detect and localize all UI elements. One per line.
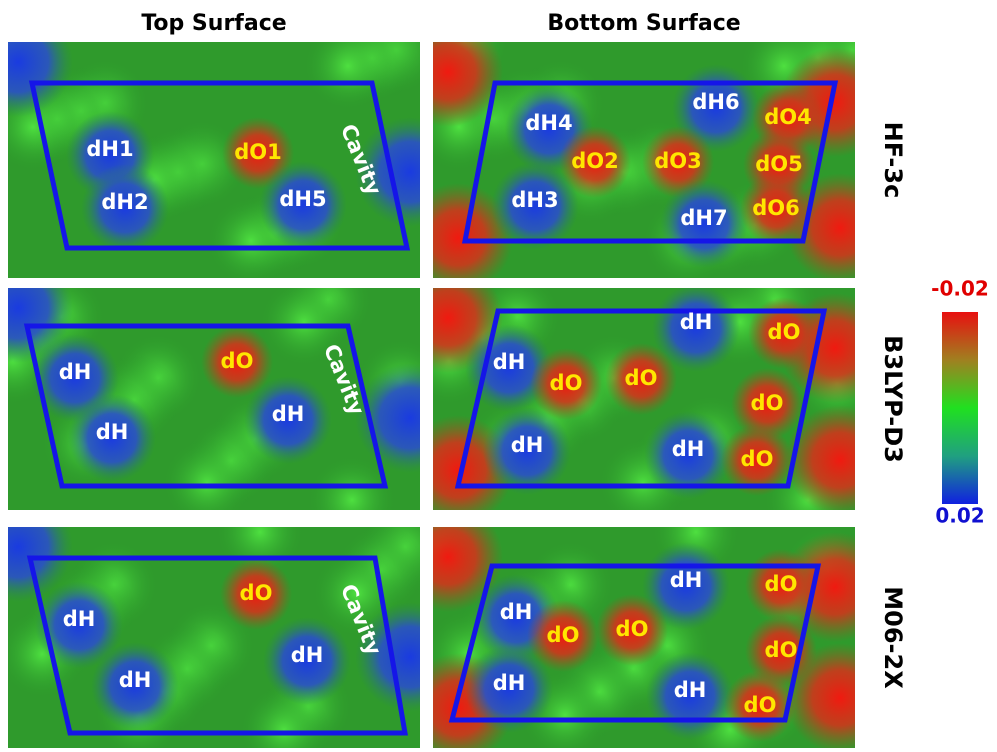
figure: Top Surface Bottom Surface -0.02 0.02 HF… [0,0,997,752]
site-label: dO [744,693,777,717]
site-label: dH [500,600,533,624]
colorbar-bottom-label: 0.02 [935,504,984,528]
site-label: dH [674,678,707,702]
site-label: dO [765,572,798,596]
site-label: dO [240,581,273,605]
site-label: dH5 [279,187,326,211]
surface-panel [393,255,895,545]
surface-panel [0,253,465,545]
site-label: dO2 [571,149,619,173]
site-label: dH1 [86,137,133,161]
site-label: dH [672,437,705,461]
site-label: dO [616,617,649,641]
colorbar-top-label: -0.02 [931,277,989,301]
site-label: dH [493,350,526,374]
site-label: dO [547,623,580,647]
green-blob [162,438,252,528]
site-label: dH [291,643,324,667]
site-label: dH [59,360,92,384]
column-header: Bottom Surface [547,11,740,36]
site-label: dO [765,638,798,662]
site-label: dO [221,349,254,373]
site-label: dO1 [234,140,282,164]
site-label: dO3 [654,149,702,173]
site-label: dH [511,433,544,457]
site-label: dH [96,420,129,444]
colorbar [942,312,978,504]
site-label: dO5 [755,152,803,176]
green-blob [303,21,393,111]
method-label: B3LYP-D3 [879,335,907,463]
site-label: dH4 [525,111,572,135]
column-header: Top Surface [141,11,286,36]
site-label: dH6 [692,90,739,114]
site-label: dH [670,568,703,592]
site-label: dO4 [764,105,812,129]
site-label: dO [768,320,801,344]
method-label: M06-2X [879,586,907,689]
site-label: dO [741,447,774,471]
site-label: dH [63,607,96,631]
site-label: dO [625,366,658,390]
site-label: dH3 [511,188,558,212]
site-label: dH [119,668,152,692]
site-label: dO [550,371,583,395]
site-label: dH [680,310,713,334]
site-label: dH7 [680,206,727,230]
site-label: dO [751,391,784,415]
site-label: dH [272,402,305,426]
method-label: HF-3c [879,122,907,199]
site-label: dO6 [752,196,800,220]
site-label: dH [493,671,526,695]
surface-panel [0,0,465,286]
site-label: dH2 [101,190,148,214]
